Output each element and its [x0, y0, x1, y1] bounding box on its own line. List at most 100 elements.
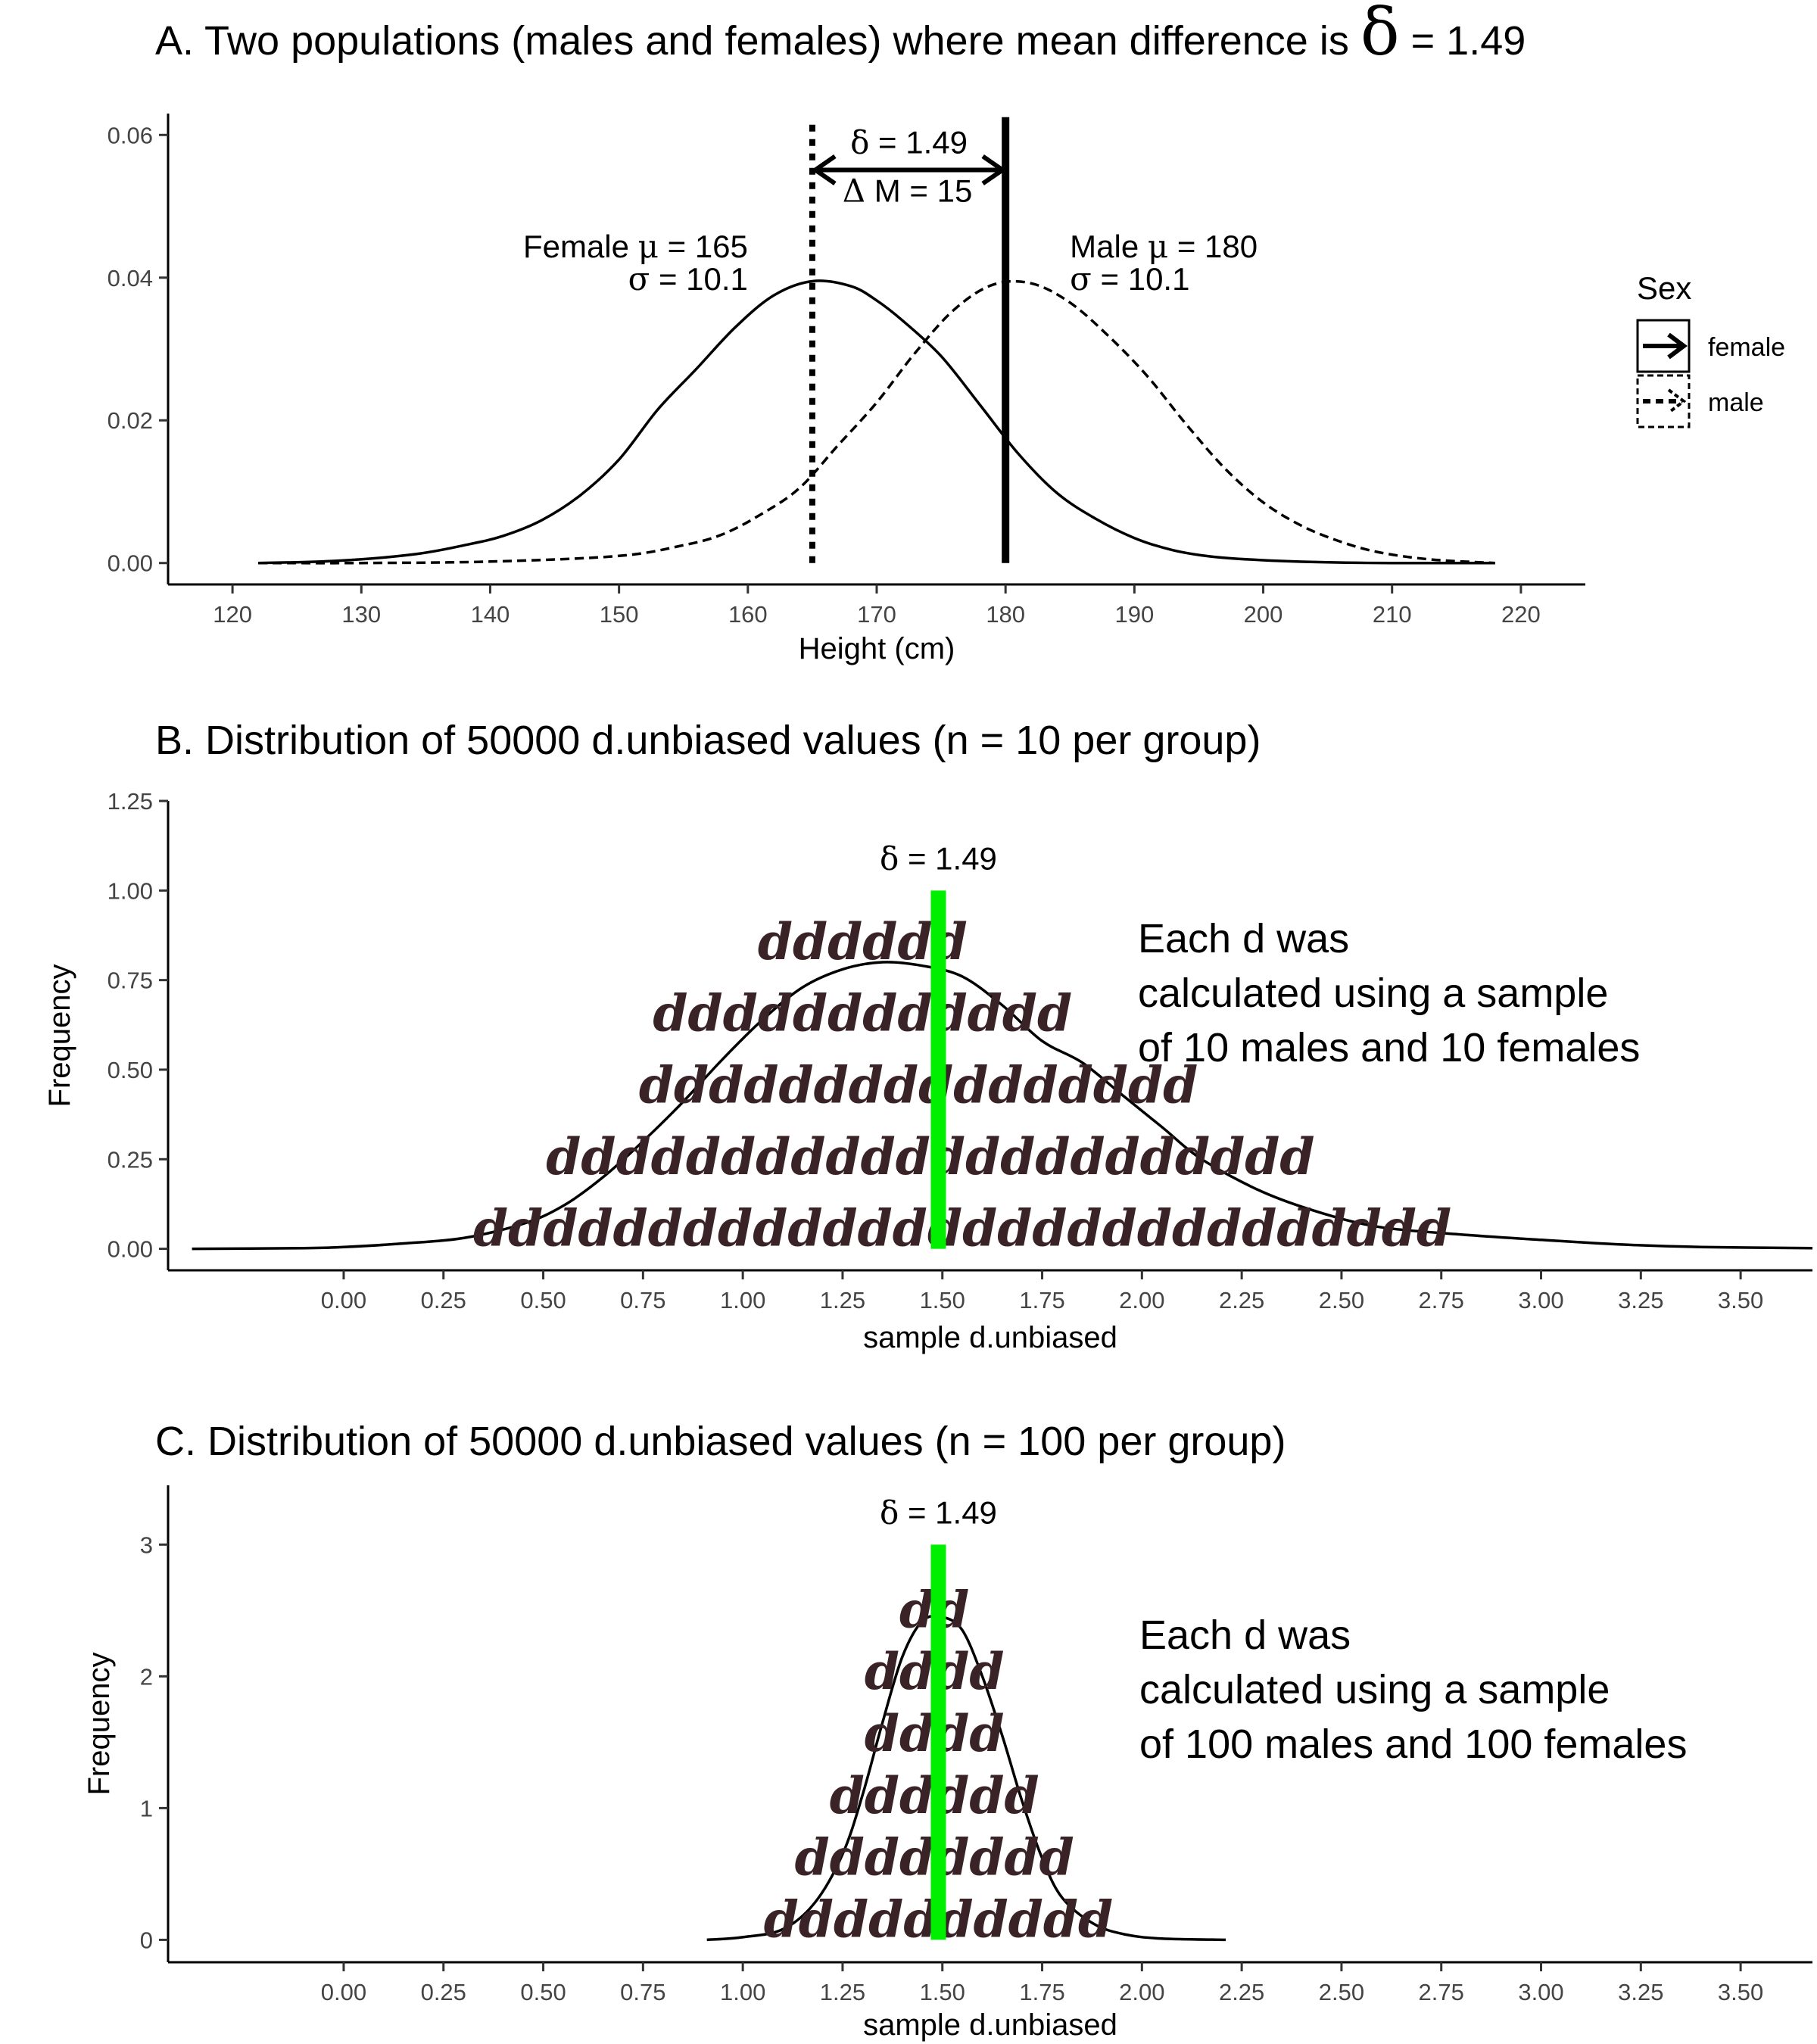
panel-b-y-tick-label: 1.00 — [108, 877, 153, 904]
panel-b-x-tick-label: 3.00 — [1518, 1287, 1563, 1313]
panel-b-d-row: dddddddddddddddddddddd — [546, 1127, 1314, 1186]
panel-c-density-curve — [706, 1614, 1226, 1942]
female-sd-label: σ = 10.1 — [628, 260, 748, 298]
panel-b-delta-symbol: δ — [880, 840, 899, 877]
panel-b-delta-text: = 1.49 — [899, 840, 997, 876]
panel-a-y-tick-label: 0.02 — [108, 407, 153, 434]
legend-label-female: female — [1708, 333, 1785, 362]
panel-b-density-curve — [192, 961, 1813, 1251]
panel-a-x-tick-label: 150 — [600, 601, 639, 628]
panel-c-delta-symbol: δ — [880, 1494, 899, 1531]
panel-b-x-tick-label: 2.25 — [1219, 1287, 1264, 1313]
panel-c-x-tick-label: 0.25 — [421, 1979, 466, 2005]
panel-a-x-tick-label: 180 — [986, 601, 1025, 628]
mean-difference-label: Δ M = 15 — [843, 172, 973, 209]
panel-c-x-tick-label: 2.00 — [1119, 1979, 1164, 2005]
panel-a-x-tick-label: 140 — [471, 601, 510, 628]
panel-b-x-tick-label: 2.75 — [1419, 1287, 1464, 1313]
panel-a-x-tick-label: 160 — [728, 601, 768, 628]
panel-b-y-tick-label: 0.75 — [108, 967, 153, 994]
panel-c-note: Each d was calculated using a sample of … — [1139, 1612, 1687, 1767]
panel-b-note: Each d was calculated using a sample of … — [1138, 916, 1640, 1070]
panel-b-x-tick-label: 0.75 — [620, 1287, 665, 1313]
panel-b-d-row: dddddddddddddddddddddddddddd — [473, 1199, 1451, 1258]
panel-a-x-tick-label: 170 — [857, 601, 896, 628]
panel-b-d-row: dddddddddddd — [653, 984, 1072, 1043]
female-mean-text1: Female — [523, 229, 638, 264]
panel-c-x-tick-label: 3.00 — [1518, 1979, 1563, 2005]
panel-c-title: C. Distribution of 50000 d.unbiased valu… — [155, 1419, 1286, 1464]
panel-b-title: B. Distribution of 50000 d.unbiased valu… — [155, 718, 1261, 763]
panel-a-x-tick-label: 190 — [1114, 601, 1154, 628]
panel-b-y-axis-label: Frequency — [43, 964, 76, 1108]
legend-key-male-arrowhead — [1667, 388, 1687, 414]
panel-c-x-tick-label: 1.75 — [1019, 1979, 1064, 2005]
panel-c-delta: δ = 1.49 — [880, 1494, 997, 1940]
panel-b-x-axis-label: sample d.unbiased — [863, 1321, 1117, 1354]
panel-a-x-axis-label: Height (cm) — [799, 632, 955, 665]
panel-b-note-line1: Each d was — [1138, 916, 1349, 961]
male-mean-text2: = 180 — [1168, 229, 1258, 264]
panel-c-delta-text: = 1.49 — [899, 1494, 997, 1530]
arrowhead-right — [981, 154, 1007, 185]
panel-b-delta-label: δ = 1.49 — [880, 840, 997, 877]
panel-b-density — [192, 961, 1813, 1251]
male-mean-label: Male μ = 180 — [1070, 228, 1258, 265]
female-mean-text2: = 165 — [659, 229, 748, 264]
panel-c-note-line1: Each d was — [1139, 1612, 1351, 1658]
panel-b-y-tick-label: 0.50 — [108, 1057, 153, 1083]
panel-b-axes: 0.00 0.25 0.50 0.75 1.00 1.25 1.50 1.75 2.00 2.25… — [43, 788, 1812, 1354]
density-line-female — [258, 279, 1495, 565]
legend-key-female-arrowhead — [1667, 332, 1688, 360]
panel-a-lines — [258, 117, 1495, 565]
female-sd-text: = 10.1 — [650, 261, 748, 297]
panel-c-x-tick-label: 1.00 — [720, 1979, 765, 2005]
panel-b-d-rows: dddddddddddddddddddddddddddddddddddddddd… — [473, 912, 1451, 1258]
panel-c-x-tick-label: 0.00 — [321, 1979, 366, 2005]
legend-title: Sex — [1637, 270, 1691, 306]
panel-b: B. Distribution of 50000 d.unbiased valu… — [43, 718, 1813, 1354]
female-sd-symbol: σ — [628, 260, 650, 298]
male-mean-text1: Male — [1070, 229, 1148, 264]
panel-c-y-tick-label: 3 — [140, 1531, 153, 1558]
panel-b-x-tick-label: 0.00 — [321, 1287, 366, 1313]
arrowhead-left — [811, 154, 837, 185]
panel-c-y-axis-label: Frequency — [83, 1653, 116, 1796]
mean-difference-symbol: Δ — [843, 172, 865, 209]
panel-c-x-tick-label: 1.25 — [820, 1979, 865, 2005]
panel-c-note-line3: of 100 males and 100 females — [1139, 1722, 1687, 1767]
male-sd-symbol: σ — [1070, 260, 1092, 298]
panel-c: C. Distribution of 50000 d.unbiased valu… — [83, 1419, 1812, 2042]
panel-a-title-suffix: = 1.49 — [1400, 18, 1526, 64]
panel-a-x-tick-label: 220 — [1501, 601, 1541, 628]
panel-a-x-tick-label: 200 — [1244, 601, 1283, 628]
panel-a-x-tick-label: 120 — [213, 601, 252, 628]
delta-label: δ = 1.49 — [850, 123, 968, 160]
panel-c-density — [706, 1614, 1226, 1942]
panel-c-x-tick-label: 2.75 — [1419, 1979, 1464, 2005]
panel-a-title: A. Two populations (males and females) w… — [155, 0, 1526, 70]
panel-c-x-axis-label: sample d.unbiased — [863, 2008, 1117, 2042]
female-mean-symbol: μ — [638, 228, 659, 265]
panel-c-x-tick-label: 0.50 — [520, 1979, 566, 2005]
panel-b-x-tick-label: 3.50 — [1718, 1287, 1763, 1313]
delta-label-text: = 1.49 — [869, 124, 968, 160]
panel-c-y-tick-label: 1 — [140, 1795, 153, 1821]
legend: Sex female male — [1636, 270, 1785, 428]
panel-a-annotations: δ = 1.49 Δ M = 15 Female μ = 165 σ = 10.… — [523, 123, 1258, 298]
panel-c-delta-label: δ = 1.49 — [880, 1494, 997, 1531]
panel-c-axes: 0.00 0.25 0.50 0.75 1.00 1.25 1.50 1.75 2.00 2.25… — [83, 1485, 1812, 2042]
panel-b-y-tick-label: 0.00 — [108, 1236, 153, 1263]
panel-a-y-tick-label: 0.06 — [108, 122, 153, 148]
male-sd-text: = 10.1 — [1092, 261, 1190, 297]
panel-b-note-line3: of 10 males and 10 females — [1138, 1025, 1640, 1070]
panel-c-x-tick-label: 3.25 — [1618, 1979, 1663, 2005]
male-sd-label: σ = 10.1 — [1070, 260, 1189, 298]
panel-b-x-tick-label: 2.50 — [1319, 1287, 1364, 1313]
panel-b-x-tick-label: 2.00 — [1119, 1287, 1164, 1313]
panel-a-x-tick-label: 210 — [1373, 601, 1412, 628]
panel-b-x-tick-label: 1.50 — [920, 1287, 965, 1313]
panel-b-delta: δ = 1.49 — [880, 840, 997, 1249]
